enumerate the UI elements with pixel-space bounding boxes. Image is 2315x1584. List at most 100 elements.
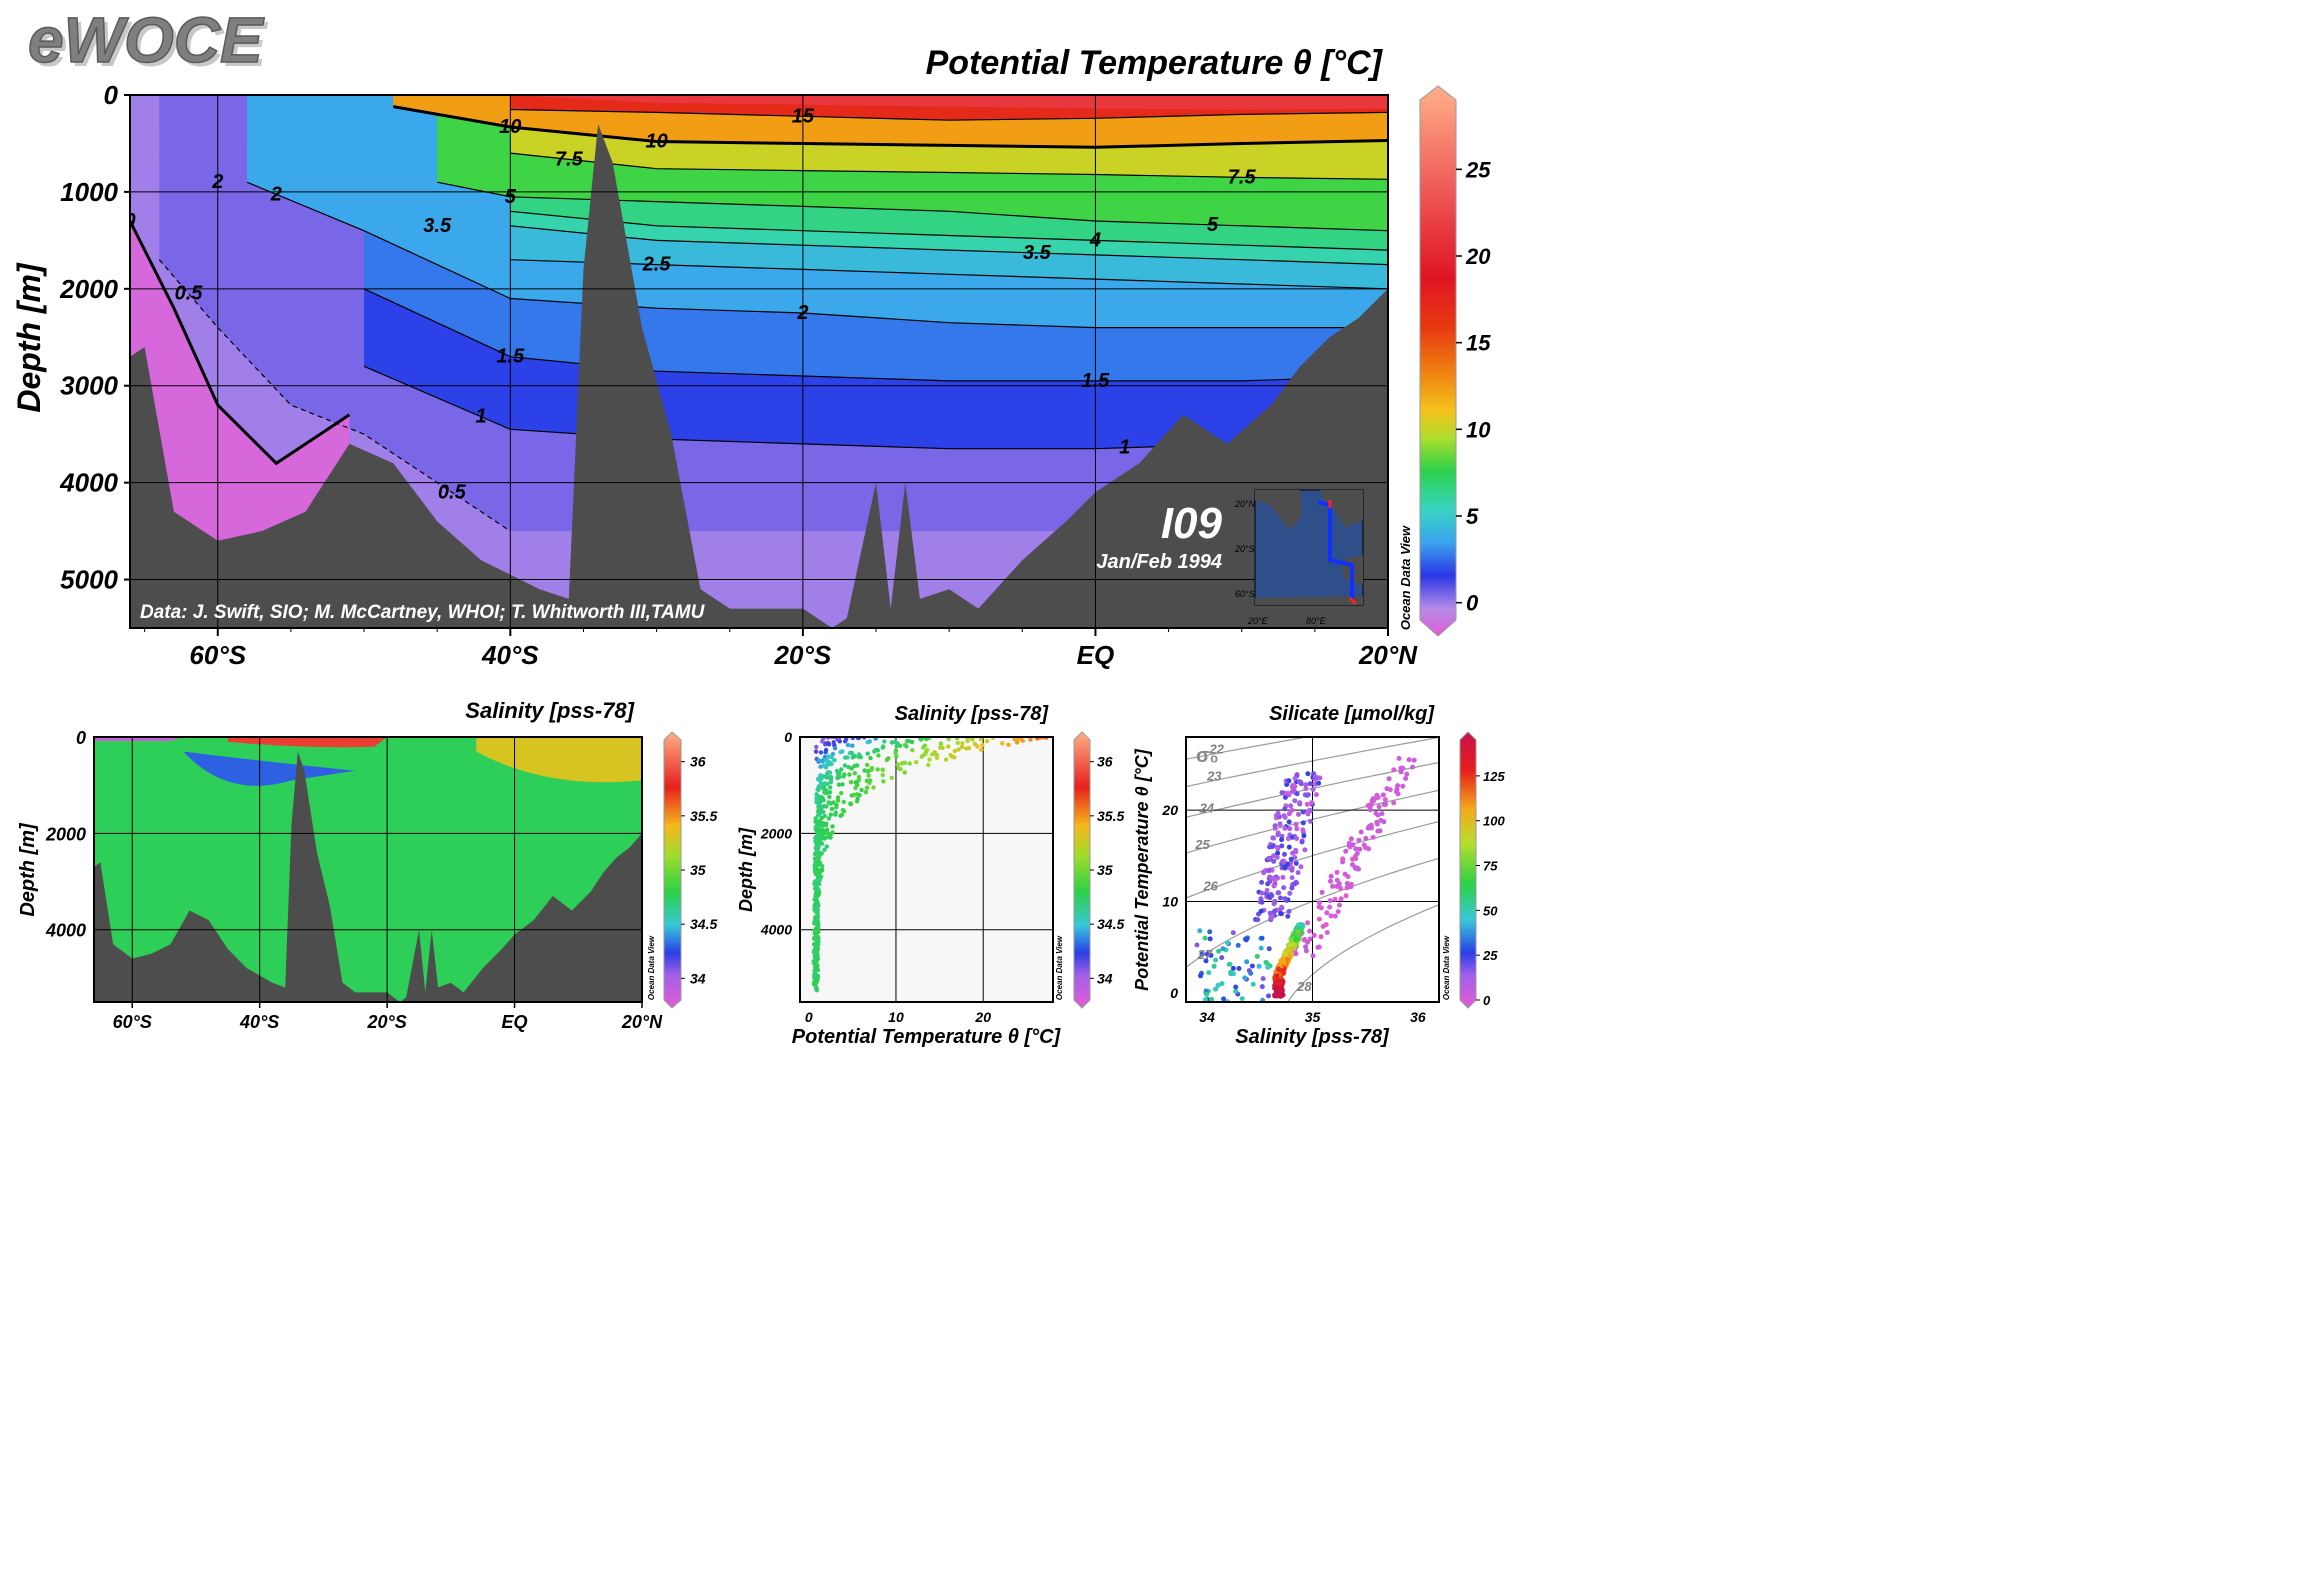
density-label: 25 bbox=[1194, 837, 1210, 852]
ts-point bbox=[1346, 842, 1352, 848]
depth-temp-x-tick-label: 10 bbox=[888, 1009, 904, 1025]
ts-point bbox=[1376, 804, 1382, 810]
depth-temp-frame bbox=[799, 736, 1054, 1003]
ts-point bbox=[1272, 899, 1278, 904]
depth-temp-point bbox=[863, 790, 868, 795]
depth-temp-point bbox=[985, 738, 990, 744]
ts-point bbox=[1259, 935, 1265, 941]
ts-point bbox=[1327, 898, 1333, 904]
depth-temp-point bbox=[816, 889, 821, 894]
depth-temp-point bbox=[859, 787, 864, 793]
depth-temp-point bbox=[907, 761, 912, 766]
depth-temp-point bbox=[814, 987, 819, 992]
depth-temp-point bbox=[812, 936, 817, 941]
depth-temp-point bbox=[818, 750, 824, 755]
inset-land-asia bbox=[1320, 490, 1363, 528]
ts-point bbox=[1316, 900, 1322, 906]
depth-temp-point bbox=[857, 754, 862, 760]
isotherm-5 bbox=[437, 181, 1388, 232]
ts-point bbox=[1271, 858, 1277, 864]
ts-point bbox=[1312, 774, 1318, 779]
ts-point bbox=[1297, 800, 1303, 806]
ts-point bbox=[1307, 928, 1313, 934]
ts-point bbox=[1244, 959, 1250, 965]
colorbar-tick-label: 35.5 bbox=[1097, 808, 1124, 824]
ts-point bbox=[1334, 869, 1340, 875]
depth-temp-point bbox=[842, 763, 848, 768]
ts-frame bbox=[1185, 736, 1440, 1003]
depth-temp-point bbox=[822, 847, 827, 852]
depth-temp-point bbox=[814, 883, 819, 888]
ts-point bbox=[1391, 767, 1397, 773]
depth-temp-point bbox=[930, 752, 935, 757]
isotherm-4 bbox=[510, 210, 1388, 251]
colorbar-tick-label: 34.5 bbox=[690, 916, 717, 932]
temperature-field bbox=[130, 95, 1388, 628]
ts-point bbox=[1269, 875, 1275, 881]
main-x-tick-label: 40°S bbox=[481, 640, 539, 670]
depth-temp-odv-label: Ocean Data View bbox=[1055, 935, 1064, 1000]
data-credit: Data: J. Swift, SIO; M. McCartney, WHOI;… bbox=[140, 602, 706, 623]
sigma-label: σ₀ bbox=[1196, 745, 1219, 767]
main-y-tick-label: 0 bbox=[104, 80, 119, 110]
ts-point bbox=[1289, 834, 1295, 840]
depth-temp-point bbox=[840, 782, 845, 787]
depth-temp-point bbox=[815, 892, 821, 898]
ts-point bbox=[1194, 942, 1200, 948]
temperature-surface-layer bbox=[130, 95, 1388, 110]
ts-point bbox=[1300, 820, 1306, 826]
depth-temp-point bbox=[814, 866, 819, 871]
ts-point bbox=[1273, 985, 1279, 991]
density-isolines bbox=[1186, 737, 1439, 1002]
ts-point bbox=[1275, 832, 1281, 838]
depth-temp-point bbox=[839, 767, 844, 772]
ts-point bbox=[1287, 826, 1293, 832]
depth-temp-point bbox=[826, 800, 831, 805]
ts-plot: 22 23 24 25 26 27 28 σ₀ 34 35 36 0 10 20 Salinity [… bbox=[1132, 736, 1440, 1048]
depth-temp-point bbox=[813, 825, 818, 830]
depth-temp-point bbox=[955, 740, 960, 746]
ts-point bbox=[1293, 936, 1299, 941]
salinity-colorbar-ticks: 36 35.5 35 34.5 34 bbox=[681, 754, 717, 986]
ts-x-tick-label: 34 bbox=[1199, 1009, 1215, 1025]
salinity-colorbar: 36 35.5 35 34.5 34 Ocean Data View bbox=[647, 731, 717, 1009]
ts-point bbox=[1381, 802, 1387, 807]
depth-temp-point bbox=[965, 738, 970, 744]
density-label: 28 bbox=[1296, 979, 1312, 994]
contour-label: 10 bbox=[499, 116, 521, 138]
colorbar-tick-label: 10 bbox=[1466, 417, 1491, 442]
ts-point bbox=[1308, 818, 1313, 824]
depth-temp-point bbox=[844, 737, 849, 742]
ts-point bbox=[1358, 829, 1364, 835]
depth-temp-point bbox=[826, 831, 831, 836]
depth-temp-point bbox=[815, 842, 820, 847]
density-label: 27 bbox=[1197, 947, 1213, 962]
ts-point bbox=[1261, 870, 1267, 876]
ts-point bbox=[1294, 836, 1300, 841]
ts-point bbox=[1274, 854, 1280, 860]
depth-temp-point bbox=[851, 792, 857, 798]
ts-point bbox=[1366, 846, 1372, 852]
main-plot: 10 15 10 7.5 7.5 5 5 4 3.5 3.5 2.5 2 2 2 1.5 1.5 1 1 0.5 0.… bbox=[11, 80, 1418, 670]
ts-point bbox=[1207, 936, 1213, 942]
ts-point bbox=[1317, 775, 1323, 781]
contour-labels: 10 15 10 7.5 7.5 5 5 4 3.5 3.5 2.5 2 2 2 1.5 1.5 1 1 0.5 0.… bbox=[130, 105, 1256, 503]
depth-temp-point bbox=[842, 772, 847, 777]
depth-temp-y-label: Depth [m] bbox=[736, 827, 756, 912]
ts-point bbox=[1202, 935, 1208, 941]
depth-temp-point bbox=[813, 749, 819, 754]
ts-point bbox=[1400, 783, 1406, 789]
ts-point bbox=[1368, 801, 1374, 807]
inset-lat-60s: 60°S bbox=[1235, 589, 1255, 599]
ts-point bbox=[1266, 946, 1272, 952]
ts-point bbox=[1296, 779, 1302, 785]
depth-temp-axis-ticks: 0 10 20 0 2000 4000 bbox=[760, 729, 991, 1025]
depth-temp-point bbox=[847, 772, 852, 777]
isotherm-10 bbox=[393, 105, 1388, 149]
depth-temp-point bbox=[828, 812, 833, 817]
depth-temp-point bbox=[833, 812, 838, 817]
depth-temp-point bbox=[822, 836, 827, 841]
ts-point bbox=[1256, 963, 1262, 969]
inset-map: 20°N 20°S 60°S 20°E 80°E bbox=[1234, 489, 1364, 626]
ts-point bbox=[1320, 923, 1326, 929]
